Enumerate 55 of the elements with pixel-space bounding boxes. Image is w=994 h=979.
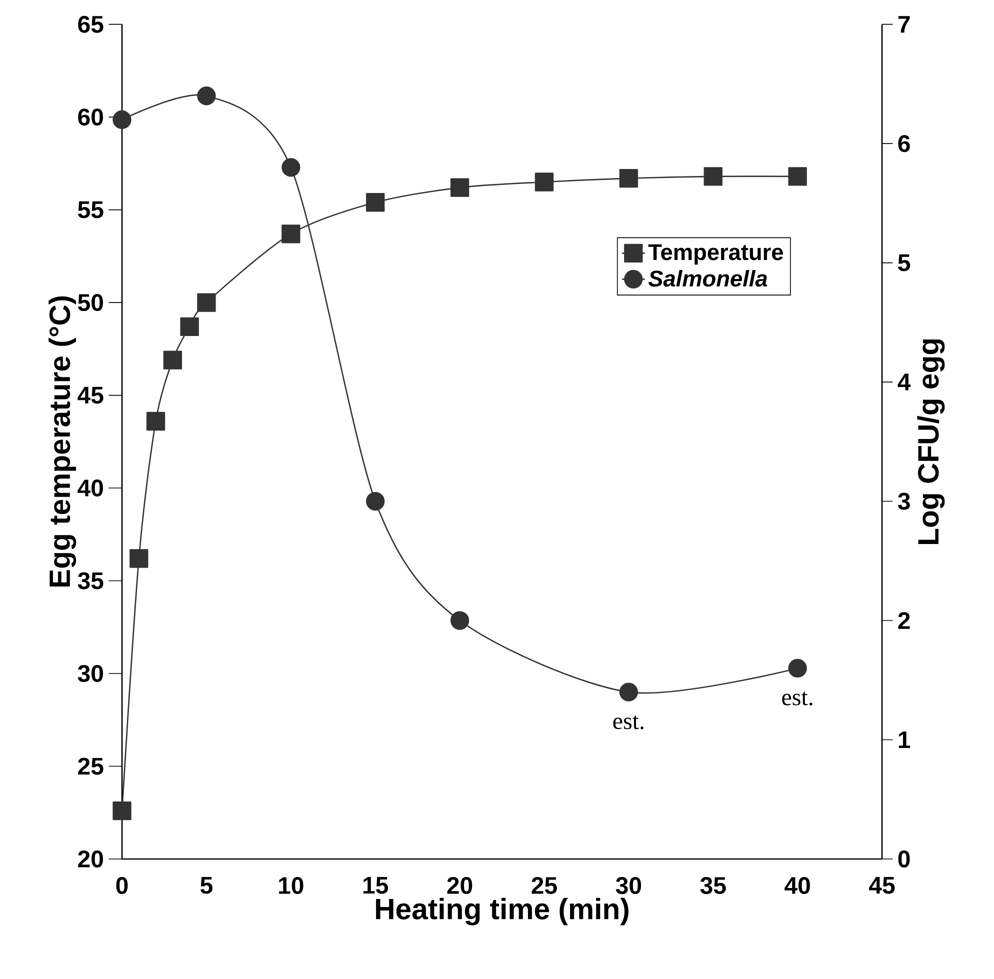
point (180, 317, 199, 336)
y-tick-label: 40 (78, 480, 103, 497)
y2-tick-label: 1 (898, 732, 910, 748)
y-tick-label: 30 (78, 664, 103, 682)
point (450, 178, 470, 197)
point (146, 412, 166, 431)
point (619, 168, 638, 188)
x-tick-label: 25 (532, 877, 557, 894)
x-axis-title: Heating time (min) (376, 898, 628, 926)
x-tick-label: 10 (279, 877, 304, 894)
point (130, 549, 148, 568)
legend-label: Salmonella (648, 270, 768, 287)
y-tick-label: 20 (78, 850, 103, 868)
x-tick-label: 30 (616, 877, 642, 894)
point (366, 492, 385, 511)
x-tick-label: 40 (784, 877, 810, 894)
point (282, 158, 300, 177)
y2-tick-label: 5 (898, 254, 910, 272)
point (788, 658, 807, 678)
y-tick-label: 60 (78, 108, 103, 126)
x-tick-label: 45 (869, 877, 895, 894)
point (534, 172, 554, 192)
point (788, 167, 807, 186)
point (704, 167, 722, 186)
y2-tick-label: 0 (898, 850, 910, 868)
y-tick-label: 35 (78, 572, 104, 590)
y-tick-label: 50 (78, 294, 103, 312)
point (163, 350, 182, 370)
point (366, 193, 385, 212)
y2-tick-label: 3 (898, 492, 910, 510)
point (282, 224, 300, 244)
point (450, 611, 470, 630)
point (619, 682, 638, 702)
x-tick-label: 15 (364, 877, 388, 894)
y-tick-label: 45 (78, 386, 104, 404)
x-tick-label: 5 (200, 877, 212, 894)
annotation: est. (782, 692, 812, 706)
y2-tick-label: 6 (898, 135, 910, 152)
point (112, 801, 132, 820)
point (112, 110, 132, 130)
y2-tick-label: 2 (898, 612, 910, 629)
y2-axis-title: Log CFU/g egg (917, 339, 945, 544)
x-tick-label: 35 (700, 877, 726, 894)
legend-label: Temperature (648, 244, 783, 265)
y-tick-label: 55 (78, 201, 104, 218)
point (197, 293, 216, 312)
point (197, 86, 216, 106)
y-tick-label: 25 (78, 758, 104, 775)
y-axis-title: Egg temperature (°C) (48, 296, 76, 587)
x-tick-label: 0 (116, 877, 128, 894)
x-tick-label: 20 (447, 877, 472, 894)
y2-tick-label: 7 (898, 16, 910, 33)
y2-tick-label: 4 (898, 374, 911, 390)
annotation: est. (613, 715, 644, 730)
y-tick-label: 65 (78, 16, 104, 33)
